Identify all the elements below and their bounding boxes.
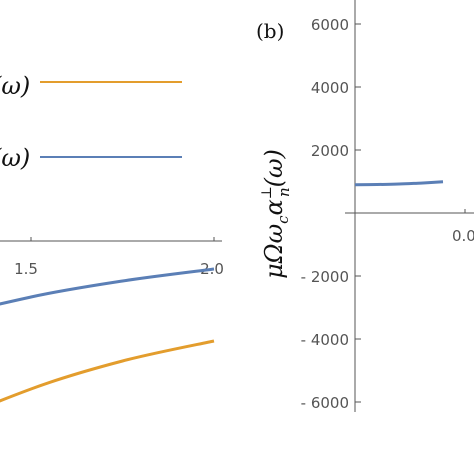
ylabel-alpha: α <box>260 199 288 215</box>
ylabel-main: μΩω <box>260 224 288 279</box>
panel-b-y-axis-label: μΩωcα⊥n(ω) <box>259 149 293 279</box>
panel-b-y-ticks: 6000 4000 2000 - 2000 - 4000 - 6000 <box>301 16 361 412</box>
panel-b: (b) 0.0 6000 4000 2000 - 2000 - 4000 - 6… <box>256 0 474 412</box>
ylabel-alpha-sup: ⊥ <box>259 186 275 199</box>
panel-b-series-blue-line <box>354 180 444 187</box>
panel-a-legend: (ω) (ω) <box>0 72 182 172</box>
ylabel-arg: (ω) <box>260 149 288 187</box>
ylabel-sub-c: c <box>274 215 292 224</box>
ylabel-alpha-sub: n <box>275 187 293 197</box>
panel-b-x-tick-label-1: 0.0 <box>452 227 474 245</box>
panel-b-label: (b) <box>256 19 284 43</box>
panel-b-y-tick-label-4: - 2000 <box>301 268 349 286</box>
panel-a: 1.5 2.0 (ω) (ω) <box>0 72 224 403</box>
panel-b-y-tick-label-3: 2000 <box>311 142 349 160</box>
panel-b-y-tick-label-6: - 6000 <box>301 394 349 412</box>
panel-b-y-tick-label-2: 4000 <box>311 79 349 97</box>
panel-b-y-tick-label-5: - 4000 <box>301 331 349 349</box>
panel-a-series-orange-line <box>0 339 215 403</box>
legend-entry-1-label: (ω) <box>0 72 30 100</box>
panel-a-x-tick-label-1: 1.5 <box>14 260 38 278</box>
panel-a-series-blue-line <box>0 267 215 306</box>
legend-entry-2-label: (ω) <box>0 144 30 172</box>
panel-b-y-tick-label-1: 6000 <box>311 16 349 34</box>
